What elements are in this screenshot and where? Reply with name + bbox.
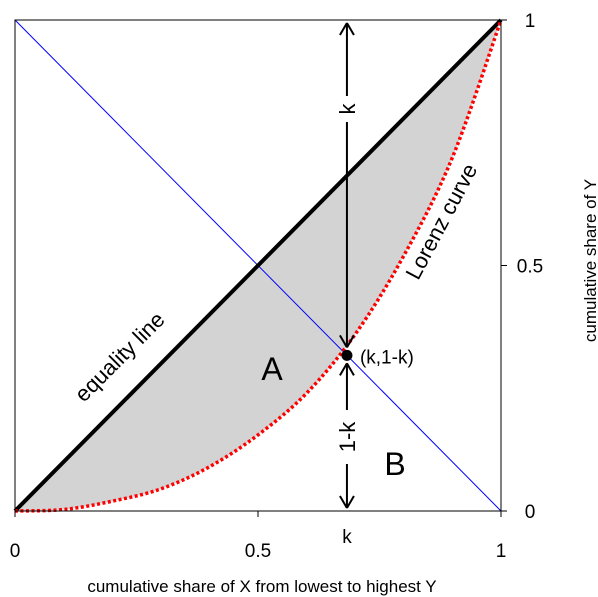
region-label-b: B xyxy=(384,446,405,482)
x-axis-title: cumulative share of X from lowest to hig… xyxy=(87,577,436,596)
equality-line xyxy=(13,18,503,513)
y-axis-title: cumulative share of Y xyxy=(581,179,598,342)
upper-arrow-label: k xyxy=(335,103,360,115)
x-tick-label: 0 xyxy=(10,541,21,562)
point-label: (k,1-k) xyxy=(360,347,414,368)
x-tick-label: 0.5 xyxy=(245,541,271,562)
y-tick-label: 0.5 xyxy=(517,257,543,278)
lorenz-curve xyxy=(14,19,503,513)
point-marker xyxy=(341,349,353,361)
plot-area xyxy=(13,18,503,513)
upper-arrow-head-top xyxy=(339,22,355,36)
lower-arrow-head-bottom xyxy=(339,495,355,509)
lower-arrow-label: 1-k xyxy=(335,421,360,453)
region-label-a: A xyxy=(261,351,283,387)
y-tick-label: 0 xyxy=(525,502,536,523)
y-tick-label: 1 xyxy=(525,11,536,32)
x-tick-label: 1 xyxy=(496,541,507,562)
lower-arrow-head-top xyxy=(339,362,355,376)
k-tick-label: k xyxy=(342,527,352,548)
upper-arrow-head-bottom xyxy=(339,334,355,348)
